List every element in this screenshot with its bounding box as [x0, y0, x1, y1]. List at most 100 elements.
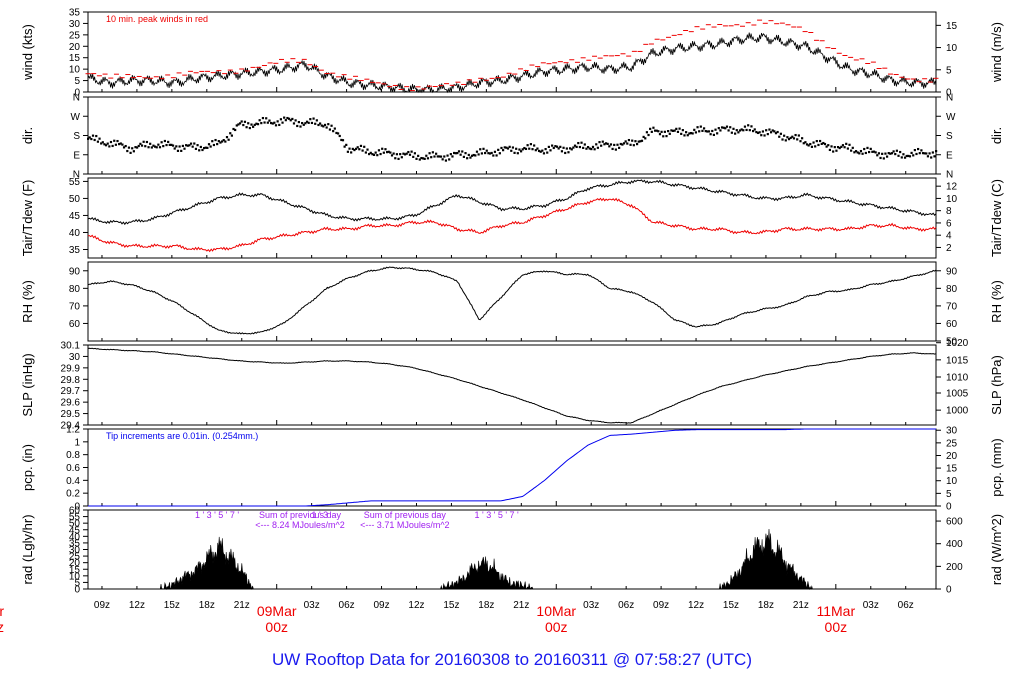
- dir-point: [359, 144, 363, 147]
- dir-point: [185, 144, 188, 147]
- dir-point: [618, 146, 621, 149]
- y2-tick-label-rad: 600: [946, 517, 963, 528]
- dir-point: [774, 132, 778, 135]
- dir-point: [542, 152, 546, 155]
- hour-mark-label: ': [226, 510, 228, 520]
- dir-point: [549, 149, 552, 152]
- dir-point: [825, 145, 828, 148]
- dir-point: [801, 137, 804, 140]
- dir-point: [799, 140, 802, 143]
- dir-point: [691, 132, 694, 135]
- dir-point: [158, 146, 162, 149]
- dir-point: [534, 149, 537, 152]
- dir-point: [778, 135, 781, 138]
- radiation-sum-annotation: <--- 3.71 MJoules/m^2: [360, 520, 450, 530]
- y-tick-label-rad: 20: [69, 558, 81, 569]
- dir-point: [296, 124, 299, 128]
- dir-point: [142, 140, 145, 143]
- dir-point: [225, 136, 229, 139]
- dir-point: [702, 127, 706, 130]
- dir-point: [451, 155, 454, 158]
- dir-point: [593, 148, 596, 151]
- dir-point: [118, 142, 121, 146]
- dir-point: [266, 121, 269, 124]
- dir-point: [580, 141, 583, 144]
- dir-point: [145, 140, 149, 144]
- dir-point: [426, 157, 430, 160]
- dir-point: [384, 148, 387, 151]
- dir-point: [129, 151, 132, 154]
- y-tick-label-wind: 0: [74, 88, 80, 99]
- dir-point: [709, 133, 712, 136]
- dir-point: [595, 143, 598, 146]
- dir-point: [250, 123, 253, 126]
- dir-point: [724, 127, 727, 130]
- dir-point: [278, 123, 281, 127]
- y-tick-label-rh: 70: [69, 301, 81, 312]
- dir-point: [91, 134, 95, 137]
- y-tick-label-dir: S: [73, 131, 80, 142]
- dir-point: [846, 147, 849, 150]
- dir-point: [201, 148, 204, 152]
- dir-point: [815, 139, 818, 143]
- dir-point: [418, 158, 421, 161]
- dir-point: [430, 156, 433, 159]
- dir-point: [503, 146, 506, 149]
- dir-point: [851, 146, 854, 149]
- y2-tick-label-wind: 10: [946, 43, 958, 54]
- dir-point: [745, 128, 748, 132]
- dir-point: [405, 152, 408, 155]
- dir-point: [569, 147, 572, 150]
- dir-point: [791, 135, 794, 138]
- hour-mark-label: ': [482, 510, 484, 520]
- dir-point: [287, 117, 291, 120]
- dir-point: [292, 122, 296, 125]
- dir-point: [565, 147, 568, 150]
- dir-point: [853, 151, 856, 154]
- dir-point: [734, 132, 737, 135]
- dir-point: [531, 148, 534, 151]
- dir-point: [480, 152, 483, 155]
- dir-point: [822, 141, 825, 145]
- y-tick-label-rad: 0: [74, 585, 80, 596]
- dir-point: [505, 146, 508, 149]
- dir-point: [325, 126, 328, 129]
- dir-point: [498, 152, 501, 155]
- radiation-area: [439, 556, 534, 590]
- dir-point: [470, 154, 474, 157]
- dir-point: [209, 145, 212, 148]
- dir-point: [234, 128, 237, 132]
- y2-tick-label-dir: E: [946, 150, 953, 161]
- y2-tick-label-rh: 50: [946, 337, 958, 348]
- dir-point: [301, 121, 304, 125]
- y-tick-label-rh: 60: [69, 319, 81, 330]
- dir-point: [475, 150, 479, 153]
- dir-point: [274, 124, 278, 127]
- y2-tick-label-slp: 1005: [946, 389, 969, 400]
- dir-point: [469, 156, 472, 159]
- dir-point: [523, 146, 526, 150]
- dir-point: [345, 143, 348, 146]
- x-day-hour-label: 00z: [825, 619, 848, 635]
- dir-point: [606, 142, 609, 146]
- dir-point: [693, 128, 696, 131]
- dir-point: [193, 142, 196, 145]
- dir-point: [386, 151, 389, 154]
- dir-point: [479, 148, 482, 151]
- y2-tick-label-pcp: 5: [946, 489, 952, 500]
- dir-point: [165, 143, 168, 147]
- dir-point: [472, 153, 475, 157]
- dir-point: [884, 152, 887, 155]
- x-tick-label: 12z: [129, 600, 145, 611]
- dir-point: [879, 156, 882, 160]
- dir-point: [227, 138, 230, 141]
- dir-point: [696, 126, 699, 129]
- dir-point: [572, 146, 575, 149]
- y2-tick-label-temp: 10: [946, 194, 958, 205]
- y-tick-label-pcp: 0.2: [66, 489, 80, 500]
- dir-point: [452, 151, 456, 155]
- dir-point: [207, 143, 211, 146]
- dir-point: [841, 144, 845, 147]
- dir-point: [694, 131, 698, 134]
